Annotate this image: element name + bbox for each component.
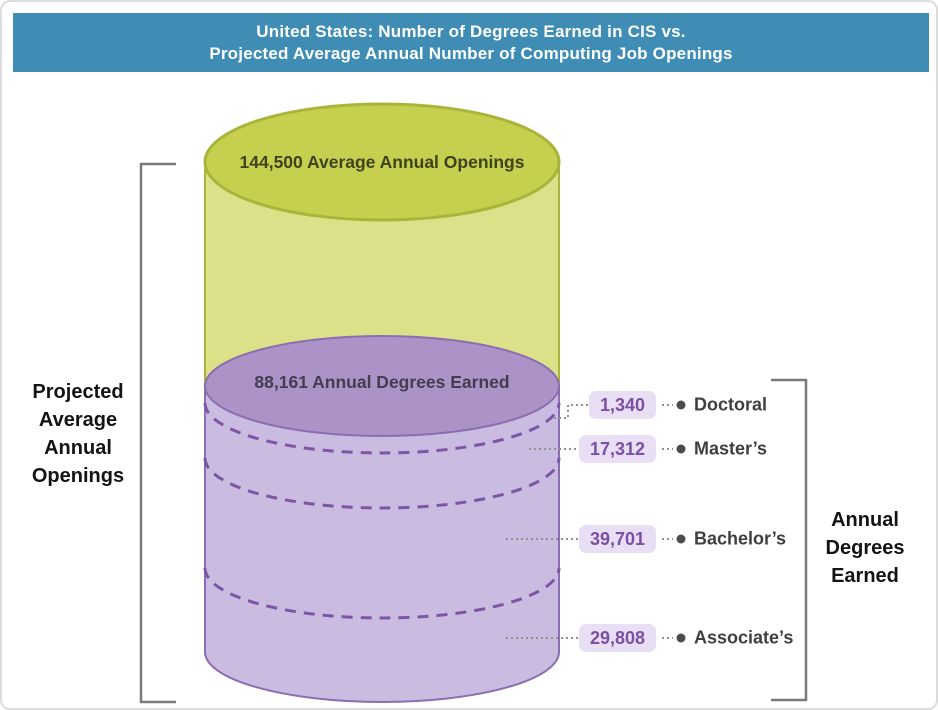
left-bracket-label-line: Average (38, 409, 118, 431)
leader-doctoral (554, 404, 593, 419)
title-line-1: United States: Number of Degrees Earned … (256, 21, 686, 41)
left-bracket (139, 162, 176, 704)
value-pill-masters: 17,312 (578, 435, 656, 463)
bullet-icon (676, 633, 686, 643)
right-bracket-label: Annual Degrees Earned (814, 506, 916, 590)
degrees-value-label: 88,161 Annual Degrees Earned (254, 372, 510, 392)
degrees-cylinder-top (204, 335, 560, 437)
openings-cylinder-top (203, 102, 561, 222)
bullet-icon (676, 444, 686, 454)
value-pill-associates: 29,808 (578, 624, 656, 652)
bullet-icon (676, 534, 686, 544)
right-bracket (771, 378, 808, 702)
bullet-icon (676, 400, 686, 410)
degree-label-doctoral: Doctoral (694, 394, 768, 415)
degree-label-associates: Associate’s (694, 627, 794, 648)
value-pill-bachelors: 39,701 (578, 525, 656, 553)
degree-label-bachelors: Bachelor’s (694, 528, 787, 549)
left-bracket-label-line: Openings (31, 465, 125, 487)
left-bracket-label: Projected Average Annual Openings (14, 378, 142, 490)
divider-bachelors-associates (203, 567, 561, 620)
right-bracket-label-line: Degrees (825, 537, 905, 559)
right-bracket-label-line: Annual (831, 509, 899, 531)
right-bracket-label-line: Earned (831, 565, 899, 587)
value-pill-doctoral: 1,340 (588, 391, 656, 419)
degree-label-masters: Master’s (694, 438, 768, 459)
left-bracket-label-line: Annual (44, 437, 112, 459)
divider-masters-bachelors (203, 457, 561, 510)
divider-doctoral-masters (203, 402, 561, 455)
title-line-2: Projected Average Annual Number of Compu… (209, 43, 733, 63)
openings-value-label: 144,500 Average Annual Openings (239, 152, 525, 172)
title-bar: United States: Number of Degrees Earned … (13, 13, 929, 72)
degrees-cylinder-body (204, 387, 560, 703)
left-bracket-label-line: Projected (32, 381, 124, 403)
